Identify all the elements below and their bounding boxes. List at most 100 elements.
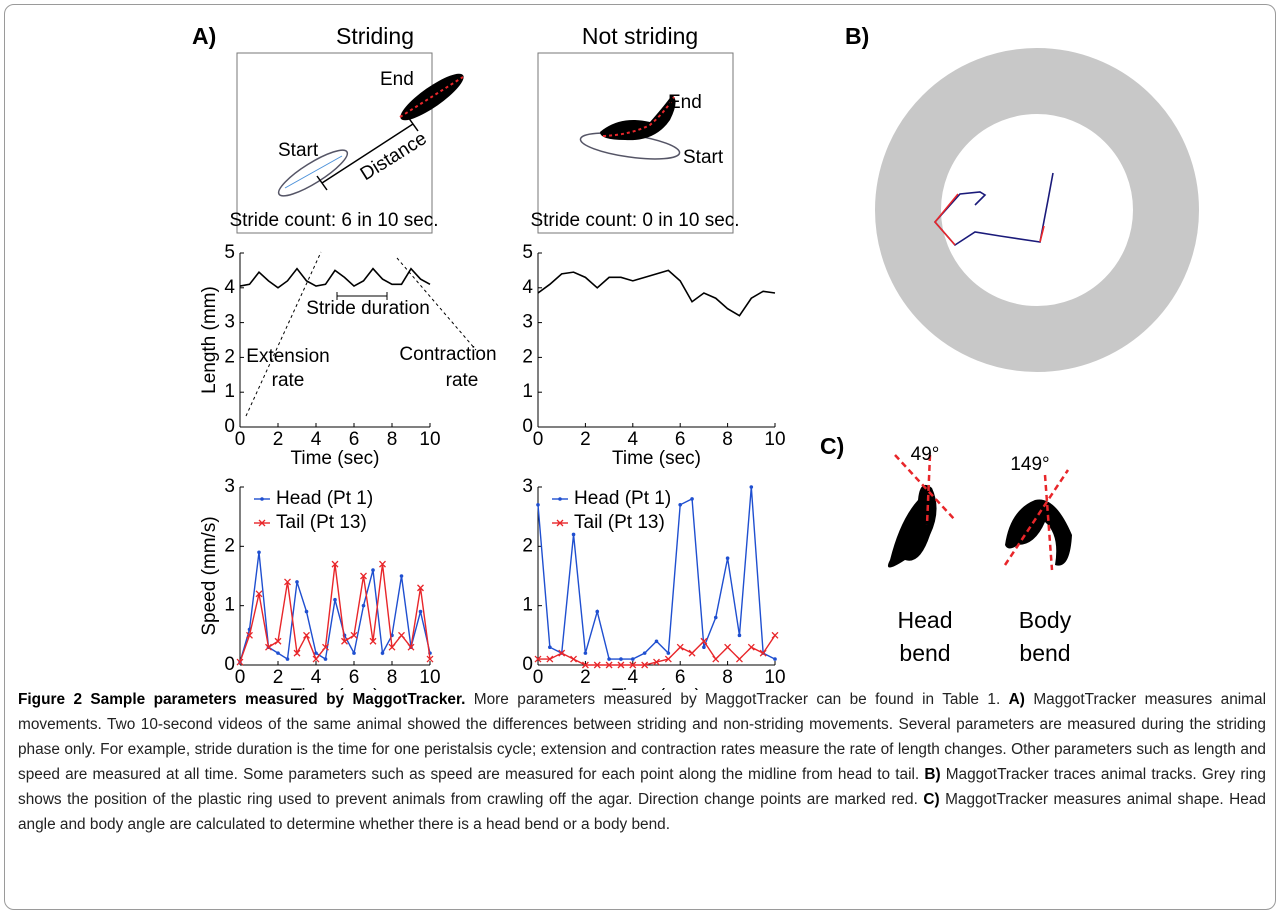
marker (361, 603, 366, 608)
marker (773, 657, 777, 661)
legend-marker (260, 497, 264, 501)
marker (314, 651, 318, 655)
x-tick-label: 0 (533, 429, 544, 450)
marker (558, 649, 566, 657)
marker (369, 637, 377, 645)
x-tick-label: 10 (419, 429, 440, 450)
caption-text: MaggotTracker traces animal tracks. Grey… (18, 766, 1266, 808)
midline (284, 155, 343, 189)
legend-marker (556, 519, 564, 527)
x-tick-label: 6 (675, 429, 686, 450)
annotation: rate (272, 370, 305, 391)
marker (759, 649, 767, 657)
legend-label: Tail (Pt 13) (574, 512, 665, 533)
x-tick-label: 10 (764, 667, 785, 688)
x-tick-label: 8 (722, 429, 733, 450)
x-tick-label: 8 (387, 667, 398, 688)
marker (236, 658, 244, 666)
y-tick-label: 2 (522, 346, 533, 367)
marker (666, 651, 671, 655)
marker (641, 661, 649, 669)
x-tick-label: 6 (675, 667, 686, 688)
y-tick-label: 3 (522, 476, 533, 497)
marker (255, 590, 263, 598)
column-title: Striding (336, 23, 414, 49)
angle-line (894, 454, 956, 521)
shape-label: bend (1019, 640, 1070, 666)
column-title: Not striding (582, 23, 698, 49)
image-label: End (380, 69, 414, 90)
larva-body-bend (1005, 499, 1072, 566)
y-tick-label: 5 (522, 242, 533, 263)
y-tick-label: 1 (224, 595, 235, 616)
marker (295, 580, 299, 584)
caption-text: MaggotTracker measures animal shape. Hea… (18, 791, 1266, 833)
x-tick-label: 0 (533, 667, 544, 688)
legend-label: Tail (Pt 13) (276, 512, 367, 533)
marker (700, 637, 708, 645)
x-tick-label: 0 (235, 667, 246, 688)
x-tick-label: 4 (628, 429, 639, 450)
marker (676, 643, 684, 651)
marker (619, 657, 623, 661)
marker (654, 639, 659, 644)
annotation: Extension (246, 346, 329, 367)
larva-end (600, 95, 676, 141)
stride-bracket (336, 292, 388, 300)
marker (360, 572, 367, 580)
y-tick-label: 5 (224, 242, 235, 263)
x-tick-label: 2 (273, 667, 284, 688)
legend-marker (558, 497, 562, 501)
marker (725, 556, 730, 560)
marker (284, 578, 291, 586)
distance-tick (316, 175, 328, 191)
marker (737, 633, 742, 638)
marker (629, 661, 637, 669)
y-tick-label: 1 (522, 381, 533, 402)
y-tick-label: 2 (224, 346, 235, 367)
y-tick-label: 4 (522, 277, 533, 298)
y-tick-label: 3 (522, 312, 533, 333)
marker (333, 597, 337, 602)
marker (735, 655, 743, 663)
x-tick-label: 8 (387, 429, 398, 450)
marker (388, 643, 396, 651)
marker (724, 643, 732, 651)
caption-text: MaggotTracker measures animal movements.… (18, 691, 1266, 783)
image-frame (537, 52, 734, 234)
y-axis-label: Speed (mm/s) (199, 516, 220, 635)
y-tick-label: 1 (522, 595, 533, 616)
marker (713, 615, 718, 620)
marker (341, 637, 348, 645)
panel-label: A) (192, 23, 216, 49)
x-tick-label: 2 (273, 429, 284, 450)
distance-tick (407, 116, 419, 132)
marker (274, 637, 282, 645)
marker (418, 609, 423, 614)
y-tick-label: 0 (522, 416, 533, 437)
marker (571, 532, 576, 537)
marker (265, 643, 272, 651)
y-tick-label: 1 (224, 381, 235, 402)
x-tick-label: 0 (235, 429, 246, 450)
marker (607, 657, 611, 661)
marker (371, 568, 375, 572)
caption-title: Figure 2 Sample parameters measured by M… (18, 691, 466, 708)
track (933, 172, 1054, 247)
figure: A) Striding Not striding B) C) Start End… (192, 23, 1199, 690)
marker (664, 655, 672, 663)
image-caption: Stride count: 6 in 10 sec. (229, 210, 438, 231)
angle-line (1003, 469, 1070, 566)
caption-label: A) (1008, 691, 1025, 708)
legend-label: Head (Pt 1) (276, 488, 373, 509)
marker (331, 560, 339, 568)
x-axis-label: Time (sec) (612, 448, 701, 469)
distance-line (321, 123, 414, 184)
x-tick-label: 4 (311, 667, 322, 688)
y-tick-label: 2 (224, 535, 235, 556)
marker (293, 649, 301, 657)
marker (653, 658, 660, 666)
marker (246, 631, 253, 639)
panel-label: C) (820, 433, 844, 459)
x-tick-label: 6 (349, 429, 360, 450)
